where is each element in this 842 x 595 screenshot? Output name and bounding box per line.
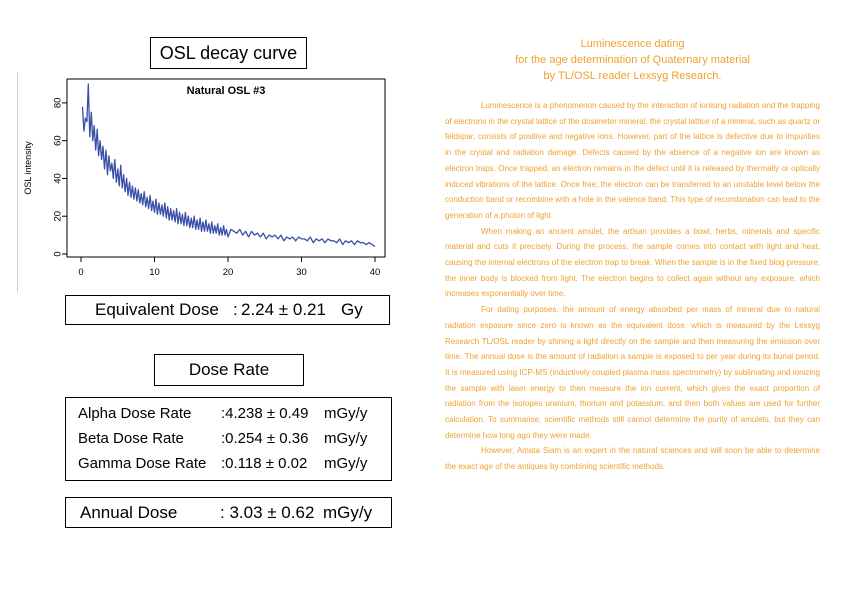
beta-dose-rate-label: Beta Dose Rate: [78, 430, 184, 447]
dose-rate-title: Dose Rate: [188, 360, 270, 379]
article-paragraph: When making an ancient amulet, the artis…: [445, 226, 820, 299]
x-tick-label: 30: [296, 267, 307, 278]
y-tick-label: 60: [53, 135, 64, 146]
x-tick-label: 20: [223, 267, 234, 278]
article-heading-line: for the age determination of Quaternary …: [515, 54, 750, 66]
annual-dose-unit: mGy/y: [323, 503, 373, 522]
article-heading-line: by TL/OSL reader Lexsyg Research.: [543, 70, 722, 82]
equivalent-dose-box: Equivalent Dose : 2.24 ± 0.21 Gy: [65, 295, 390, 325]
equivalent-dose-colon: :: [233, 300, 238, 319]
annual-dose-box: Annual Dose : 3.03 ± 0.62 mGy/y: [65, 497, 392, 528]
alpha-dose-rate-unit: mGy/y: [324, 405, 368, 422]
alpha-dose-rate-label: Alpha Dose Rate: [78, 405, 192, 422]
osl-chart-svg: Natural OSL #3 0 10 20 30 40 0 20 40 60 80 OSL inte…: [23, 78, 386, 278]
dose-rate-title-box: Dose Rate: [154, 354, 304, 386]
left-divider: [17, 72, 18, 292]
equivalent-dose-value: 2.24 ± 0.21: [241, 300, 326, 319]
x-tick-label: 40: [370, 267, 381, 278]
annual-dose-label: Annual Dose: [80, 503, 178, 522]
beta-dose-rate-unit: mGy/y: [324, 430, 368, 447]
beta-dose-rate-value: :0.254 ± 0.36: [221, 430, 309, 447]
chart-title-box: OSL decay curve: [150, 37, 307, 69]
gamma-dose-rate-value: :0.118 ± 0.02: [221, 455, 308, 472]
osl-chart: Natural OSL #3 0 10 20 30 40 0 20 40 60 80 OSL inte…: [17, 72, 395, 294]
plot-title: Natural OSL #3: [187, 85, 266, 97]
equivalent-dose-unit: Gy: [341, 300, 363, 319]
x-tick-label: 0: [78, 267, 83, 278]
y-tick-label: 20: [53, 211, 64, 222]
article-paragraph: For dating purposes, the amount of energ…: [445, 305, 820, 440]
article-heading-line: Luminescence dating: [580, 38, 685, 50]
gamma-dose-rate-unit: mGy/y: [324, 455, 368, 472]
x-tick-label: 10: [149, 267, 160, 278]
y-axis-label: OSL intensity: [23, 141, 33, 195]
article: Luminescence dating for the age determin…: [445, 36, 820, 475]
article-heading: Luminescence dating for the age determin…: [445, 36, 820, 84]
osl-series-line: [81, 83, 376, 247]
y-tick-label: 0: [53, 251, 64, 256]
equivalent-dose-label: Equivalent Dose: [95, 300, 219, 319]
dose-rate-box: Alpha Dose Rate :4.238 ± 0.49 mGy/y Beta…: [65, 397, 392, 481]
gamma-dose-rate-label: Gamma Dose Rate: [78, 455, 207, 472]
annual-dose-value: : 3.03 ± 0.62: [220, 503, 315, 522]
alpha-dose-rate-value: :4.238 ± 0.49: [221, 405, 309, 422]
article-paragraph: Luminescence is a phenomenon caused by t…: [445, 101, 820, 220]
article-paragraph: However, Amata Siam is an expert in the …: [445, 446, 820, 472]
y-tick-label: 80: [53, 98, 64, 109]
y-tick-label: 40: [53, 173, 64, 184]
chart-title: OSL decay curve: [159, 42, 298, 63]
plot-frame: [66, 78, 386, 258]
